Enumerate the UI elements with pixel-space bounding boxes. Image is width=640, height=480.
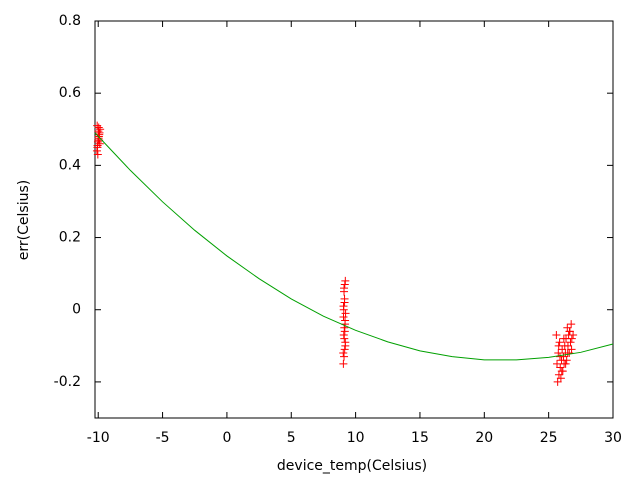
point xyxy=(553,377,562,386)
point xyxy=(563,349,572,358)
x-tick-label: -5 xyxy=(156,430,170,446)
point xyxy=(340,327,349,336)
y-tick-label: 0.4 xyxy=(59,157,81,173)
point xyxy=(339,312,348,321)
y-tick-label: 0.6 xyxy=(59,85,81,101)
point xyxy=(569,330,578,339)
y-tick-label: 0.8 xyxy=(59,13,81,29)
point xyxy=(340,352,349,361)
point xyxy=(556,374,565,383)
y-tick-label: 0 xyxy=(72,302,81,318)
point xyxy=(562,356,571,365)
x-tick-label: 25 xyxy=(540,430,558,446)
point xyxy=(565,327,574,336)
x-tick-label: 15 xyxy=(411,430,429,446)
point xyxy=(339,330,348,339)
x-tick-label: 20 xyxy=(475,430,493,446)
point xyxy=(341,276,350,285)
x-tick-label: 5 xyxy=(287,430,296,446)
fit-line xyxy=(94,132,614,361)
point xyxy=(93,121,102,130)
point xyxy=(339,305,348,314)
point xyxy=(557,367,566,376)
point xyxy=(93,143,102,152)
y-tick-label: -0.2 xyxy=(54,374,81,390)
point xyxy=(93,137,102,146)
point xyxy=(553,359,562,368)
x-tick-label: 0 xyxy=(222,430,231,446)
point xyxy=(94,134,103,143)
point xyxy=(555,352,564,361)
point xyxy=(567,345,576,354)
point xyxy=(340,334,349,343)
point xyxy=(93,150,102,159)
y-tick-label: 0.2 xyxy=(59,230,81,246)
x-axis-label: device_temp(Celsius) xyxy=(277,458,427,474)
point xyxy=(567,320,576,329)
plot-frame xyxy=(94,20,614,419)
point xyxy=(92,146,101,155)
point xyxy=(341,341,350,350)
x-tick-label: -10 xyxy=(87,430,110,446)
point xyxy=(567,334,576,343)
y-axis-label: err(Celsius) xyxy=(16,180,32,260)
point xyxy=(340,298,349,307)
point xyxy=(554,341,563,350)
x-tick-label: 30 xyxy=(604,430,622,446)
point xyxy=(552,330,561,339)
x-tick-label: 10 xyxy=(347,430,365,446)
point xyxy=(94,123,103,132)
point xyxy=(555,338,564,347)
point xyxy=(341,309,350,318)
point xyxy=(561,359,570,368)
point xyxy=(340,284,349,293)
point xyxy=(340,345,349,354)
point xyxy=(339,359,348,368)
point xyxy=(340,280,349,289)
point xyxy=(559,334,568,343)
point xyxy=(566,338,575,347)
point xyxy=(339,349,348,358)
